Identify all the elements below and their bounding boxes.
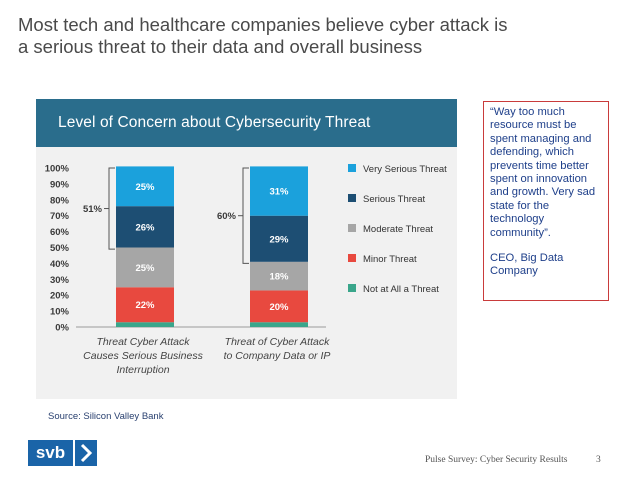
page-number: 3 (596, 455, 601, 465)
y-tick-label: 90% (50, 179, 70, 190)
category-label: to Company Data or IP (224, 350, 331, 362)
bracket-line (242, 167, 249, 264)
chart-panel: Level of Concern about Cybersecurity Thr… (36, 99, 457, 399)
bar-segment (116, 166, 174, 207)
legend-swatch (348, 194, 356, 202)
data-label: 26% (135, 222, 155, 233)
legend-label: Moderate Threat (363, 224, 433, 235)
bracket-label: 51% (83, 204, 103, 215)
data-label: 22% (135, 300, 155, 311)
bar-segment (250, 261, 308, 291)
bar-segment (250, 166, 308, 216)
bar-segment (250, 290, 308, 323)
legend-swatch (348, 284, 356, 292)
y-tick-label: 30% (50, 275, 70, 286)
footer-text: Pulse Survey: Cyber Security Results (425, 455, 568, 465)
legend-label: Minor Threat (363, 254, 417, 265)
y-tick-label: 0% (55, 323, 69, 334)
chart-title: Level of Concern about Cybersecurity Thr… (58, 114, 371, 131)
y-tick-label: 20% (50, 291, 70, 302)
slide-title: Most tech and healthcare companies belie… (18, 14, 598, 58)
source-note: Source: Silicon Valley Bank (48, 411, 164, 422)
quote-attribution: CEO, Big Data Company (490, 252, 564, 278)
bar-segment (250, 215, 308, 262)
category-label: Threat Cyber Attack (97, 336, 191, 348)
y-tick-label: 100% (45, 164, 70, 175)
data-label: 18% (269, 272, 289, 283)
category-label: Causes Serious Business (83, 350, 203, 362)
y-tick-label: 50% (50, 243, 70, 254)
legend-label: Not at All a Threat (363, 284, 439, 295)
logo-text: svb (28, 440, 73, 466)
legend-swatch (348, 224, 356, 232)
quote-box: “Way too much resource must be spent man… (483, 101, 609, 301)
data-label: 25% (135, 263, 155, 274)
y-tick-label: 10% (50, 307, 70, 318)
bar-segment (116, 287, 174, 323)
y-tick-label: 60% (50, 227, 70, 238)
data-label: 25% (135, 182, 155, 193)
slide-title-line-1: Most tech and healthcare companies belie… (18, 14, 508, 35)
bracket-line (108, 167, 115, 250)
category-label: Interruption (116, 364, 169, 376)
legend-swatch (348, 254, 356, 262)
bracket-label: 60% (217, 211, 237, 222)
data-label: 20% (269, 302, 289, 313)
y-tick-label: 40% (50, 259, 70, 270)
data-label: 29% (269, 234, 289, 245)
bar-segment (250, 322, 308, 327)
bar-segment (116, 206, 174, 248)
chevron-right-icon (75, 440, 97, 466)
y-tick-label: 80% (50, 195, 70, 206)
data-label: 31% (269, 187, 289, 198)
bar-segment (116, 247, 174, 288)
category-label: Threat of Cyber Attack (225, 336, 330, 348)
y-tick-label: 70% (50, 211, 70, 222)
legend-label: Very Serious Threat (363, 164, 447, 175)
svb-logo: svb (28, 440, 98, 466)
stacked-bar-chart: 0% 10% 20% 30% 40% 50% 60% 70% 80% 90% 100% 22% 25% 2… (45, 164, 447, 377)
legend-swatch (348, 164, 356, 172)
slide-title-line-2: a serious threat to their data and overa… (18, 36, 423, 57)
bar-segment (116, 322, 174, 327)
chart-header: Level of Concern about Cybersecurity Thr… (36, 99, 457, 147)
quote-text: “Way too much resource must be spent man… (490, 106, 596, 239)
legend-label: Serious Threat (363, 194, 425, 205)
